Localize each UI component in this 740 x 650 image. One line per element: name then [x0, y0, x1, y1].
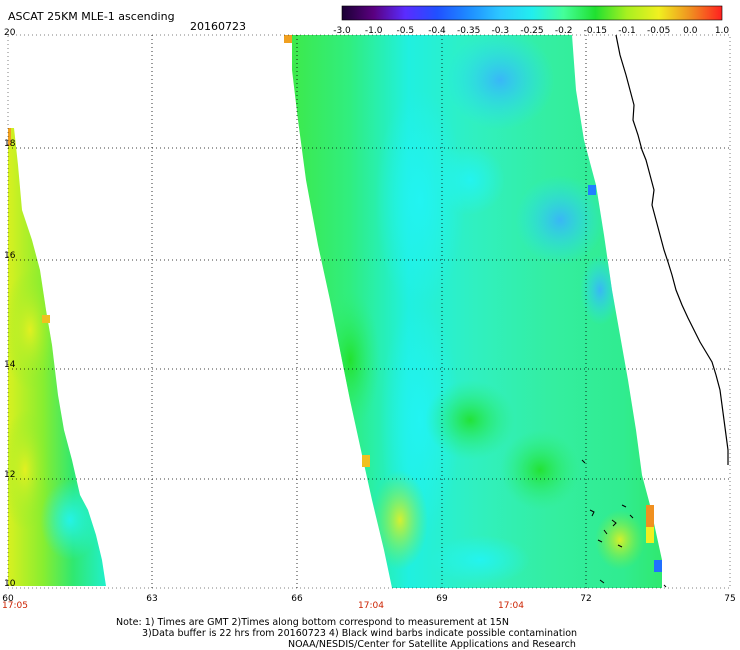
colorbar-tick-label: -0.3 — [492, 26, 510, 36]
colorbar-tick-label: -0.5 — [397, 26, 415, 36]
lat-lon-grid — [7, 34, 731, 589]
colorbar-tick-label: -3.0 — [333, 26, 351, 36]
colorbar-tick-label: -0.1 — [618, 26, 636, 36]
west-swath-edge-pixel — [42, 315, 50, 323]
colorbar-gradient — [341, 5, 723, 21]
lat-label: 14 — [4, 360, 16, 370]
time-label-east: 17:04 — [498, 601, 524, 611]
lat-label: 20 — [4, 28, 16, 38]
colorbar-tick-label: -0.35 — [457, 26, 480, 36]
time-label-center: 17:04 — [358, 601, 384, 611]
colorbar-tick-label: -0.25 — [520, 26, 543, 36]
lat-label: 12 — [4, 470, 15, 480]
colorbar-tick-label: -0.15 — [584, 26, 607, 36]
latitude-labels: 20 18 16 14 12 10 — [4, 28, 16, 589]
colorbar-tick-label: -1.0 — [365, 26, 383, 36]
swath-edge-pixel — [284, 35, 292, 43]
colorbar-tick-label: -0.4 — [428, 26, 446, 36]
color-scale-legend: -3.0 -1.0 -0.5 -0.4 -0.35 -0.3 -0.25 -0.2 -0.15 -… — [333, 5, 730, 36]
note-line-3: NOAA/NESDIS/Center for Satellite Applica… — [288, 639, 576, 650]
colorbar-tick-label: -0.2 — [555, 26, 573, 36]
coastline — [615, 34, 729, 465]
time-label-west: 17:05 — [2, 601, 28, 611]
swath-edge-pixel — [362, 455, 370, 467]
lon-label: 60 — [2, 594, 14, 604]
swath-edge-pixel — [588, 185, 596, 195]
product-title: ASCAT 25KM MLE-1 ascending — [8, 10, 175, 23]
swath-edge-pixel — [646, 505, 654, 527]
swath-edge-pixel — [654, 560, 662, 572]
colorbar-tick-label: 0.0 — [683, 26, 698, 36]
note-line-1: Note: 1) Times are GMT 2)Times along bot… — [116, 617, 509, 628]
lon-label: 69 — [436, 594, 448, 604]
lat-label: 18 — [4, 139, 16, 149]
colorbar-tick-label: -0.05 — [647, 26, 670, 36]
lat-label: 16 — [4, 251, 16, 261]
grid-frame — [7, 34, 731, 589]
product-date: 20160723 — [190, 20, 246, 33]
lon-label: 75 — [724, 594, 735, 604]
west-swath-edge-pixel — [8, 128, 11, 146]
lon-label: 63 — [146, 594, 157, 604]
note-line-2: 3)Data buffer is 22 hrs from 20160723 4)… — [142, 628, 577, 639]
lon-label: 66 — [291, 594, 303, 604]
longitude-labels: 60 63 66 69 72 75 — [2, 594, 735, 604]
colorbar-tick-label: 1.0 — [715, 26, 730, 36]
island-cluster — [581, 459, 667, 588]
lat-label: 10 — [4, 579, 16, 589]
lon-label: 72 — [580, 594, 591, 604]
swath-edge-pixel — [646, 527, 654, 543]
